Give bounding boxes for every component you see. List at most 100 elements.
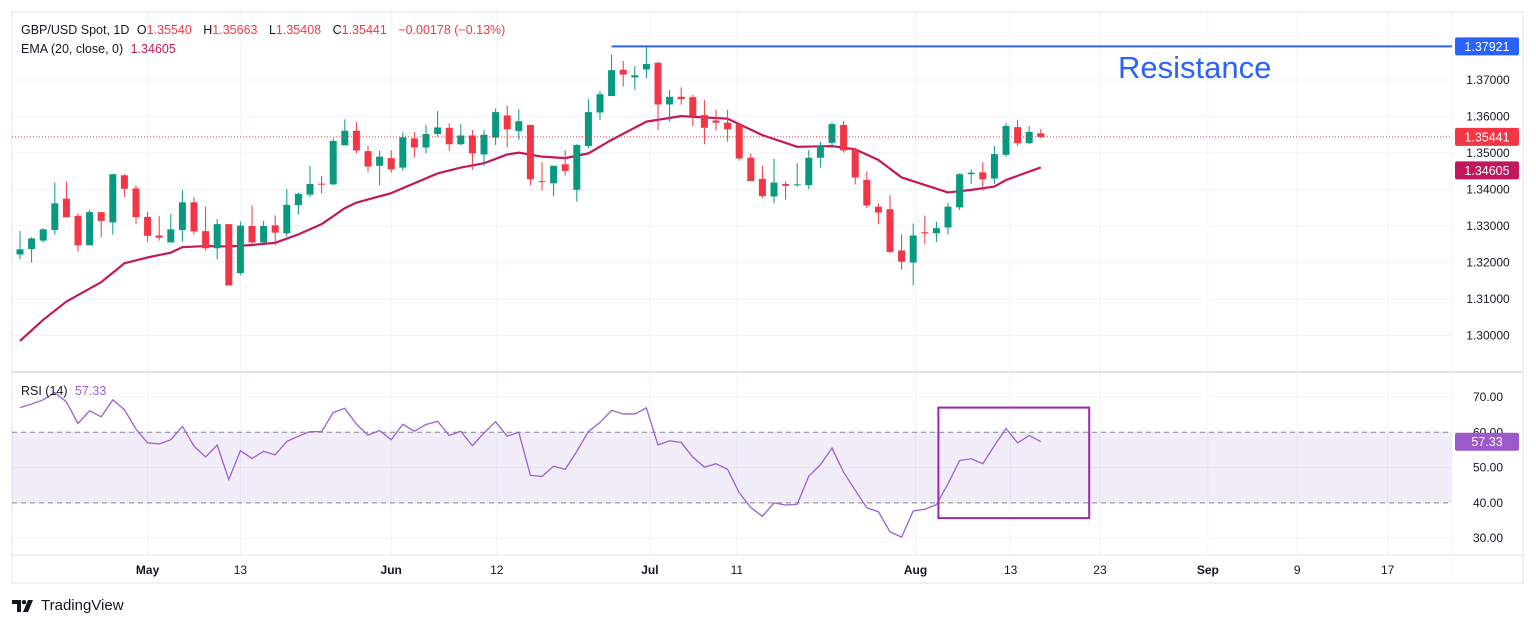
candle-up [805, 157, 813, 186]
symbol-legend: GBP/USD Spot, 1D O1.35540 H1.35663 L1.35… [21, 23, 509, 37]
candle-up [584, 112, 592, 147]
candle-up [283, 204, 291, 234]
price-tick-label: 1.33000 [1466, 219, 1510, 233]
rsi-tick-label: 50.00 [1473, 461, 1503, 475]
candle-up [86, 212, 94, 246]
candle-down [863, 180, 871, 206]
candle-up [793, 184, 801, 186]
candle-down [445, 127, 453, 145]
tradingview-logo[interactable]: TradingView [12, 597, 124, 614]
candle-up [236, 225, 244, 274]
candle-up [480, 134, 488, 155]
candle-up [909, 235, 917, 263]
candle-up [16, 249, 24, 255]
rsi-line [19, 391, 1042, 539]
candle-down [190, 202, 198, 232]
rsi-legend[interactable]: RSI (14) 57.33 [21, 384, 110, 398]
candle-up [608, 70, 616, 97]
candle-down [898, 250, 906, 262]
candle-down [921, 232, 929, 234]
candle-down [874, 206, 882, 213]
candle-up [260, 226, 268, 243]
candle-up [109, 174, 117, 223]
candle-up [399, 137, 407, 168]
candle-down [782, 184, 790, 186]
candle-down [144, 216, 152, 236]
candle-up [39, 229, 47, 241]
candle-up [294, 193, 302, 206]
rsi-band [12, 431, 1452, 504]
time-tick-label: 17 [1381, 563, 1395, 577]
price-tick-label: 1.32000 [1466, 256, 1510, 270]
price-tick-label: 1.36000 [1466, 110, 1510, 124]
candle-down [677, 96, 685, 99]
resistance-text[interactable]: Resistance [1118, 50, 1272, 85]
candle-down [132, 188, 140, 218]
candle-down [202, 231, 210, 249]
candle-up [1002, 125, 1010, 155]
candle-down [62, 198, 70, 218]
candle-up [932, 228, 940, 234]
candle-down [225, 224, 233, 286]
candle-down [979, 172, 987, 180]
close-value: 1.35441 [341, 23, 387, 37]
time-tick-label: Jul [641, 563, 658, 577]
candle-up [596, 94, 604, 113]
candle-down [74, 215, 82, 246]
candle-down [155, 235, 163, 238]
candle-down [271, 225, 279, 233]
candle-down [364, 151, 372, 167]
price-tick-label: 1.37000 [1466, 73, 1510, 87]
ema-price-label: 1.34605 [1464, 164, 1509, 178]
candle-down [1037, 133, 1045, 137]
candle-up [167, 229, 175, 243]
time-tick-label: 13 [234, 563, 248, 577]
high-value: 1.35663 [212, 23, 258, 37]
time-tick-label: 23 [1093, 563, 1107, 577]
candle-down [120, 175, 128, 189]
ema-legend-label: EMA (20, close, 0) [21, 42, 124, 56]
candle-up [666, 96, 674, 105]
rsi-layer [19, 391, 1091, 539]
candle-down [758, 178, 766, 197]
rsi-value-label-bg [1455, 432, 1519, 451]
candle-up [550, 165, 558, 184]
ema-legend-value: 1.34605 [130, 42, 176, 56]
axes-layer: 1.37000 1.36000 1.35000 1.34000 1.33000 1.320… [136, 37, 1519, 577]
close-label: C [332, 23, 342, 37]
low-value: 1.35408 [275, 23, 322, 37]
price-tick-label: 1.35000 [1466, 146, 1510, 160]
candle-down [468, 135, 476, 154]
candle-down [851, 149, 859, 178]
rsi-tick-label: 70.00 [1473, 390, 1503, 404]
candle-up [770, 182, 778, 197]
candle-down [503, 115, 511, 130]
candle-down [318, 183, 326, 185]
rsi-legend-value: 57.33 [75, 384, 107, 398]
time-tick-label: May [136, 563, 160, 577]
candle-down [561, 164, 569, 171]
candle-up [944, 206, 952, 228]
time-tick-label: 11 [731, 563, 744, 577]
ema-legend[interactable]: EMA (20, close, 0) 1.34605 [21, 42, 180, 56]
time-tick-label: Sep [1197, 563, 1219, 577]
open-label: O [136, 23, 147, 37]
low-label: L [268, 23, 276, 37]
symbol-title[interactable]: GBP/USD Spot, 1D [21, 23, 130, 37]
resistance-price-label-bg [1455, 37, 1519, 56]
time-tick-label: 13 [1004, 563, 1018, 577]
candle-up [816, 146, 824, 158]
candle-down [654, 62, 662, 105]
candle-down [387, 158, 395, 170]
rsi-tick-label: 30.00 [1473, 531, 1503, 545]
candle-down [886, 209, 894, 252]
candle-down [689, 97, 697, 116]
candle-up [956, 174, 964, 208]
candle-down [352, 130, 360, 151]
candle-up [457, 135, 465, 145]
rsi-highlight-box [937, 406, 1091, 520]
time-tick-label: Aug [904, 563, 927, 577]
candle-down [619, 69, 627, 75]
drawings-layer [12, 45, 1452, 138]
